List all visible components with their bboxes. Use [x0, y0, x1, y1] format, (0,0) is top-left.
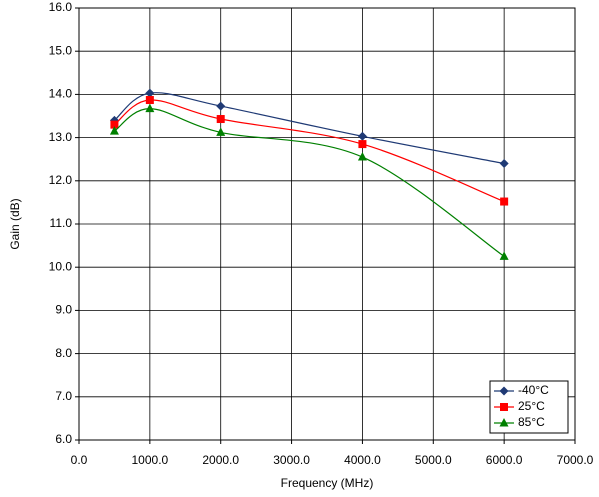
marker — [216, 127, 226, 136]
x-tick-label: 6000.0 — [486, 453, 523, 467]
y-tick-label: 9.0 — [55, 303, 72, 317]
y-tick-label: 11.0 — [50, 216, 73, 230]
y-tick-label: 12.0 — [49, 173, 73, 187]
marker — [216, 101, 226, 111]
y-tick-label: 6.0 — [55, 432, 72, 446]
y-axis-label: Gain (dB) — [8, 198, 22, 249]
marker — [109, 126, 119, 135]
x-tick-label: 1000.0 — [132, 453, 169, 467]
marker — [145, 103, 155, 113]
legend-label: 25°C — [518, 399, 545, 413]
x-tick-label: 7000.0 — [557, 453, 594, 467]
x-tick-label: 2000.0 — [202, 453, 239, 467]
marker — [110, 120, 119, 129]
legend-label: -40°C — [518, 383, 549, 397]
y-tick-label: 7.0 — [55, 389, 72, 403]
marker — [357, 152, 367, 161]
x-tick-label: 3000.0 — [273, 453, 310, 467]
x-tick-label: 5000.0 — [415, 453, 452, 467]
marker — [216, 115, 225, 124]
legend-label: 85°C — [518, 415, 545, 429]
marker — [499, 159, 509, 169]
marker — [500, 197, 509, 206]
x-axis-label: Frequency (MHz) — [281, 476, 374, 490]
marker — [145, 96, 154, 105]
legend-marker — [499, 418, 509, 427]
marker — [145, 88, 155, 98]
y-tick-label: 13.0 — [49, 130, 73, 144]
marker — [358, 140, 367, 149]
legend-marker — [499, 386, 509, 396]
y-tick-label: 8.0 — [55, 346, 72, 360]
plot-border — [78, 7, 576, 441]
x-tick-label: 0.0 — [71, 453, 88, 467]
marker — [499, 251, 509, 260]
y-tick-label: 14.0 — [49, 87, 73, 101]
x-tick-label: 4000.0 — [344, 453, 381, 467]
y-tick-label: 10.0 — [49, 259, 73, 273]
legend-marker — [500, 403, 508, 411]
y-tick-label: 16.0 — [49, 0, 73, 14]
y-tick-label: 15.0 — [49, 43, 73, 57]
marker — [357, 131, 367, 141]
